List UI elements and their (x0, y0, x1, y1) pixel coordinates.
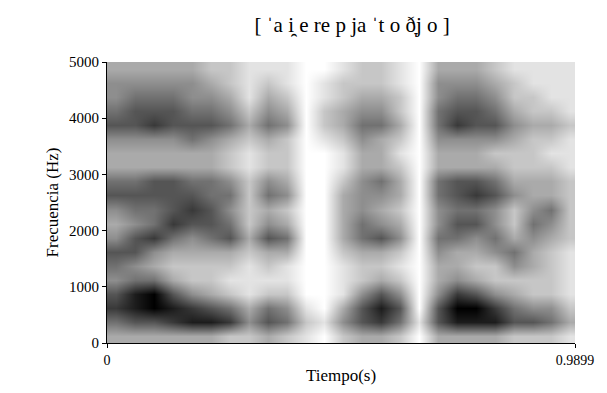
svg-text:3000: 3000 (69, 167, 99, 183)
svg-text:0.9899: 0.9899 (556, 353, 595, 368)
svg-text:1000: 1000 (69, 279, 99, 295)
svg-text:Frecuencia (Hz): Frecuencia (Hz) (43, 148, 62, 258)
svg-text:5000: 5000 (69, 54, 99, 70)
svg-text:0: 0 (104, 353, 111, 368)
svg-text:[ ˈa i̯ e re p ja ˈt o ð̞j o ]: [ ˈa i̯ e re p ja ˈt o ð̞j o ] (254, 13, 449, 37)
svg-text:0: 0 (92, 335, 100, 351)
svg-text:4000: 4000 (69, 110, 99, 126)
svg-text:Tiempo(s): Tiempo(s) (306, 366, 376, 385)
svg-text:2000: 2000 (69, 223, 99, 239)
